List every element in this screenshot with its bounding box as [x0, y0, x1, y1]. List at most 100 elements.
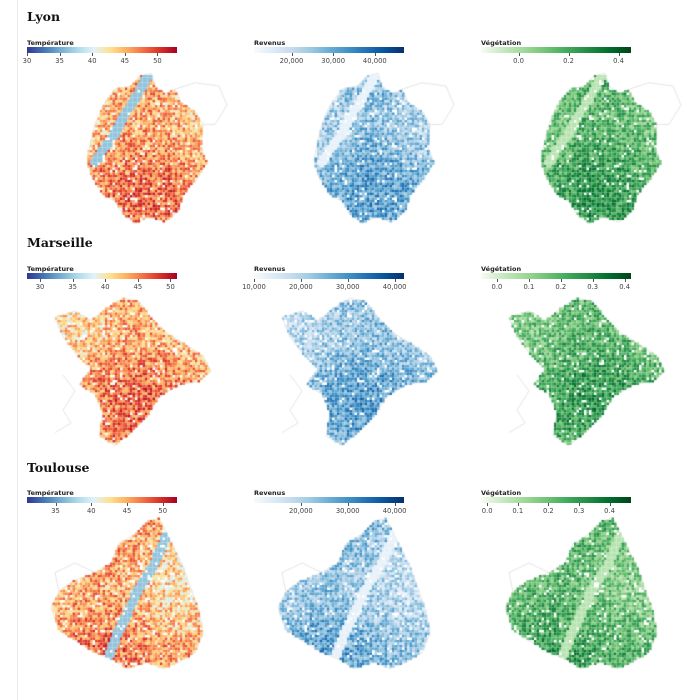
legend-tick-label: 30	[22, 57, 32, 65]
legend-lyon-vegetation: Végétation 0.0 0.2 0.4	[481, 39, 631, 71]
legend-tick-label: 20,000	[288, 507, 313, 515]
legend-tick-label: 40	[86, 507, 96, 515]
legend-tick-label: 0.1	[512, 507, 524, 515]
choropleth-grid	[509, 70, 700, 230]
city-title-lyon: Lyon	[27, 9, 61, 24]
legend-tick-label: 0.1	[523, 283, 535, 291]
legend-tick-label: 40,000	[382, 507, 407, 515]
legend-tick-label: 45	[120, 57, 130, 65]
choropleth-grid	[489, 295, 689, 455]
legend-tick	[55, 503, 57, 506]
legend-title: Température	[27, 39, 74, 47]
legend-toulouse-temperature: Température 35 40 45 50	[27, 489, 177, 521]
legend-tick	[528, 279, 530, 282]
choropleth-grid	[55, 70, 255, 230]
legend-tick-label: 30,000	[321, 57, 346, 65]
legend-tick	[609, 503, 611, 506]
legend-tick-label: 50	[166, 283, 175, 291]
legend-tick-label: 30,000	[335, 507, 360, 515]
legend-tick	[487, 503, 489, 506]
legend-tick-label: 35	[51, 507, 60, 515]
legend-tick-label: 0.2	[555, 283, 567, 291]
legend-tick	[92, 53, 94, 56]
legend-tick-label: 45	[133, 283, 143, 291]
legend-toulouse-revenue: Revenus 20,000 30,000 40,000	[254, 489, 407, 521]
map-lyon-temperature[interactable]	[55, 70, 255, 230]
legend-tick-label: 40,000	[382, 283, 407, 291]
legend-tick	[618, 53, 620, 56]
legend-tick-label: 30,000	[335, 283, 360, 291]
legend-tick	[374, 53, 376, 56]
legend-tick-label: 0.0	[491, 283, 503, 291]
legend-tick-label: 40	[100, 283, 110, 291]
legend-toulouse-vegetation: Végétation 0.0 0.1 0.2 0.3 0.4	[481, 489, 631, 521]
legend-marseille-revenue: Revenus 10,000 20,000 30,000 40,000	[242, 265, 407, 297]
legend-tick	[127, 503, 128, 506]
map-toulouse-revenue[interactable]	[262, 515, 462, 675]
choropleth-grid	[282, 70, 482, 230]
legend-tick	[254, 279, 255, 282]
map-marseille-revenue[interactable]	[262, 295, 462, 455]
legend-tick	[394, 503, 396, 506]
legend-tick-label: 0.0	[513, 57, 524, 65]
legend-title: Température	[27, 265, 74, 273]
legend-tick	[72, 279, 74, 282]
legend-tick-label: 0.0	[481, 507, 493, 515]
legend-title: Température	[27, 489, 74, 497]
legend-tick-label: 50	[153, 57, 162, 65]
legend-color-bar	[254, 497, 404, 503]
map-lyon-vegetation[interactable]	[509, 70, 700, 230]
legend-tick-label: 0.2	[563, 57, 574, 65]
legend-tick-label: 0.3	[587, 283, 599, 291]
city-title-marseille: Marseille	[27, 235, 93, 250]
legend-lyon-revenue: Revenus 20,000 30,000 40,000	[254, 39, 404, 71]
map-toulouse-vegetation[interactable]	[489, 515, 689, 675]
legend-tick	[578, 503, 580, 506]
map-marseille-vegetation[interactable]	[489, 295, 689, 455]
legend-color-bar	[481, 47, 631, 53]
legend-tick	[624, 279, 626, 282]
legend-tick	[394, 279, 396, 282]
legend-tick	[170, 279, 172, 282]
legend-title: Revenus	[254, 489, 286, 497]
legend-tick	[300, 279, 302, 282]
legend-tick	[517, 503, 519, 506]
legend-tick-label: 0.4	[619, 283, 631, 291]
legend-tick	[333, 53, 335, 56]
legend-title: Végétation	[481, 265, 522, 273]
legend-tick-label: 45	[122, 507, 132, 515]
legend-tick	[91, 503, 93, 506]
map-lyon-revenue[interactable]	[282, 70, 482, 230]
legend-tick	[496, 279, 498, 282]
legend-tick-label: 50	[158, 507, 168, 515]
legend-tick-label: 0.4	[604, 507, 615, 515]
legend-tick-label: 40	[87, 57, 97, 65]
legend-tick	[162, 503, 164, 506]
legend-tick-label: 40,000	[362, 57, 387, 65]
legend-color-bar	[481, 497, 631, 503]
legend-tick	[105, 279, 107, 282]
legend-tick	[137, 279, 139, 282]
choropleth-grid	[489, 515, 689, 675]
legend-color-bar	[27, 497, 177, 503]
legend-color-bar	[254, 273, 404, 279]
legend-tick-label: 20,000	[279, 57, 304, 65]
legend-tick	[291, 53, 293, 56]
legend-title: Végétation	[481, 489, 522, 497]
page-left-rule	[17, 0, 18, 700]
legend-color-bar	[27, 273, 177, 279]
choropleth-grid	[262, 295, 462, 455]
map-marseille-temperature[interactable]	[35, 295, 235, 455]
legend-tick	[124, 53, 126, 56]
legend-tick	[548, 503, 550, 506]
map-toulouse-temperature[interactable]	[35, 515, 235, 675]
legend-title: Végétation	[481, 39, 522, 47]
legend-tick	[568, 53, 570, 56]
legend-tick-label: 10,000	[242, 283, 266, 291]
legend-tick	[59, 53, 61, 56]
legend-lyon-temperature: Température 30 35 40 45 50	[23, 39, 177, 71]
choropleth-grid	[262, 515, 462, 675]
legend-marseille-vegetation: Végétation 0.0 0.1 0.2 0.3 0.4	[481, 265, 631, 297]
legend-tick-label: 0.4	[613, 57, 624, 65]
legend-tick-label: 0.3	[573, 507, 585, 515]
